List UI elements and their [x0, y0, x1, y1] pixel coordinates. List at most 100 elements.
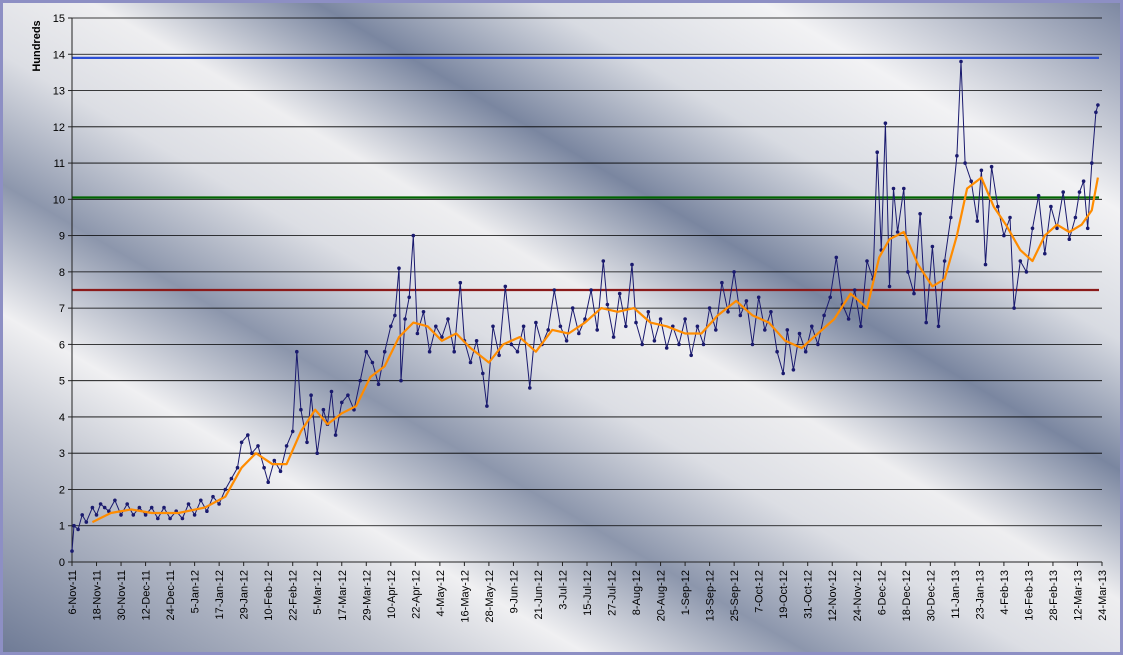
data-point — [695, 324, 700, 329]
x-tick-label: 5-Jan-12 — [190, 570, 202, 613]
data-point — [427, 349, 432, 354]
x-tick-label: 18-Nov-11 — [92, 570, 104, 621]
y-tick-label: 5 — [59, 376, 65, 388]
data-point — [211, 494, 215, 499]
data-point — [162, 505, 166, 510]
data-point — [84, 520, 89, 524]
data-point — [875, 150, 879, 154]
data-point — [94, 513, 99, 517]
data-point — [509, 342, 514, 347]
y-tick-label: 8 — [59, 267, 65, 279]
data-point — [515, 349, 520, 354]
x-tick-label: 24-Dec-11 — [165, 570, 177, 621]
data-point — [1085, 226, 1090, 231]
x-tick-label: 4-Feb-13 — [999, 570, 1011, 615]
x-tick-label: 28-May-12 — [484, 570, 496, 623]
data-point — [912, 291, 916, 296]
data-point — [726, 310, 730, 314]
x-tick-label: 16-Feb-13 — [1023, 570, 1035, 621]
data-point — [80, 513, 84, 517]
y-tick-label: 3 — [59, 448, 65, 460]
data-point — [299, 407, 303, 412]
data-point — [979, 168, 984, 173]
x-tick-label: 13-Sep-12 — [705, 570, 717, 621]
x-tick-label: 24-Mar-13 — [1097, 570, 1109, 621]
data-point — [481, 371, 485, 376]
x-tick-labels: 6-Nov-11 18-Nov-11 30-Nov-11 12-Dec-11 24-De… — [67, 562, 1109, 623]
data-point — [891, 186, 896, 191]
x-tick-label: 4-May-12 — [435, 570, 447, 616]
data-point — [969, 179, 973, 183]
data-point — [1012, 306, 1016, 310]
data-point — [887, 284, 892, 289]
data-point — [1049, 204, 1053, 209]
data-point — [1081, 179, 1086, 183]
data-point — [149, 505, 154, 510]
x-tick-label: 18-Dec-12 — [901, 570, 913, 621]
data-point — [407, 295, 412, 300]
data-point — [485, 404, 489, 408]
data-point — [822, 313, 826, 318]
x-tick-label: 24-Nov-12 — [852, 570, 864, 621]
data-point — [113, 498, 117, 503]
data-point — [683, 317, 687, 321]
data-point — [107, 509, 111, 513]
data-point — [272, 458, 277, 463]
data-point — [415, 331, 420, 336]
data-point — [738, 313, 743, 318]
data-point — [865, 259, 869, 263]
data-point — [902, 186, 906, 191]
x-tick-label: 17-Mar-12 — [337, 570, 349, 621]
data-point — [803, 349, 808, 354]
data-point — [309, 393, 313, 398]
data-point — [131, 513, 136, 517]
y-tick-label: 4 — [59, 412, 65, 424]
data-point — [290, 429, 295, 434]
x-tick-label: 11-Jan-13 — [950, 570, 962, 619]
data-point — [775, 349, 779, 354]
data-point — [781, 371, 785, 376]
data-point — [583, 317, 587, 321]
data-point — [918, 212, 922, 216]
data-point — [1018, 259, 1023, 263]
data-point — [266, 480, 271, 485]
data-point — [963, 161, 967, 165]
data-point — [924, 320, 928, 325]
data-point — [816, 342, 820, 347]
data-point — [315, 451, 320, 456]
data-point — [564, 339, 569, 343]
x-tick-label: 9-Jun-12 — [508, 570, 520, 613]
y-tick-label: 7 — [59, 303, 65, 315]
x-tick-label: 10-Feb-12 — [263, 570, 275, 621]
data-point — [434, 324, 438, 329]
data-point — [996, 204, 1000, 209]
data-point — [658, 317, 663, 321]
data-point — [624, 324, 628, 329]
data-point — [983, 262, 988, 267]
data-point — [975, 219, 980, 223]
data-point — [156, 516, 160, 521]
data-point — [852, 288, 857, 292]
data-point — [246, 433, 250, 437]
data-point — [452, 349, 457, 354]
data-point — [468, 360, 473, 365]
data-point — [1094, 110, 1098, 115]
data-point — [936, 324, 941, 329]
data-point — [701, 342, 706, 347]
data-point — [791, 368, 796, 372]
data-point — [284, 444, 289, 448]
data-point — [552, 288, 557, 292]
data-point — [205, 509, 209, 513]
y-tick-label: 9 — [59, 231, 65, 243]
data-point — [732, 270, 736, 274]
data-point — [370, 360, 375, 365]
x-tick-label: 12-Nov-12 — [827, 570, 839, 621]
x-tick-label: 28-Feb-13 — [1048, 570, 1060, 621]
data-point — [217, 502, 221, 506]
data-point — [278, 469, 283, 474]
data-point — [421, 310, 426, 314]
data-point — [403, 317, 407, 321]
x-tick-label: 25-Sep-12 — [729, 570, 741, 621]
data-point — [720, 280, 724, 285]
